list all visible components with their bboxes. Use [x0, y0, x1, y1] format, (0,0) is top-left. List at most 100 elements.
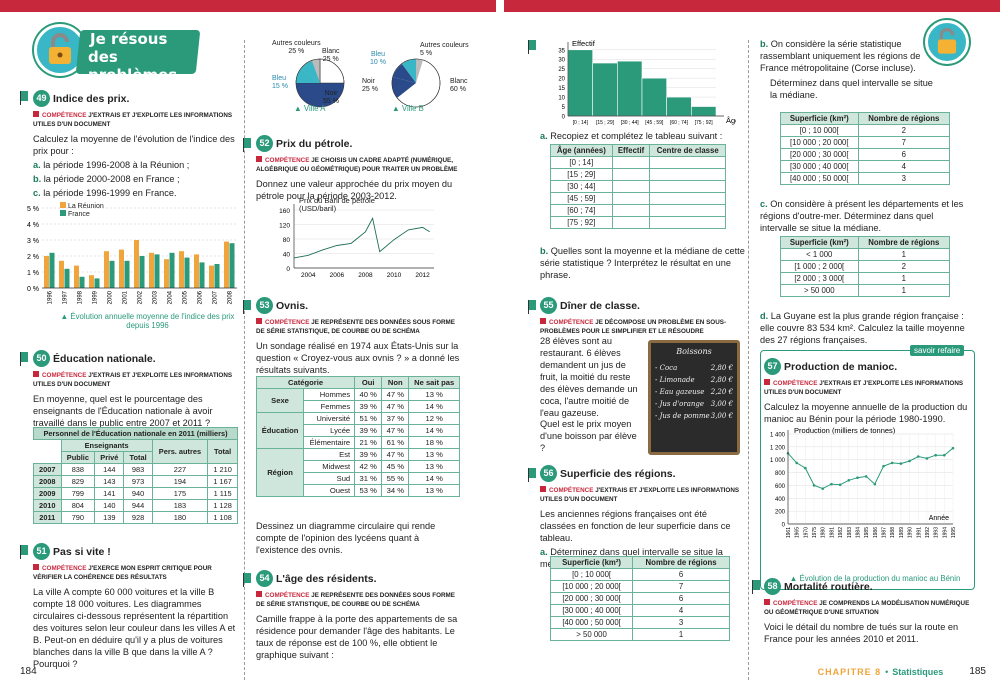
table-cell: [0 ; 10 000[: [549, 568, 634, 581]
x-tick-label: [30 ; 44]: [621, 120, 640, 126]
table-cell: [611, 180, 651, 193]
bar: [49, 252, 55, 288]
banner-line1: Je résous: [90, 30, 168, 48]
table-cell: 13 %: [408, 460, 460, 473]
data-point: [882, 464, 885, 468]
y-tick-label: 25: [558, 67, 565, 73]
y-tick-label: 2 %: [27, 254, 39, 261]
pie-label: Blanc 25 %: [322, 48, 340, 63]
table-row: Région Est 39 % 47 % 13 %: [255, 448, 460, 497]
column-header: Public: [60, 451, 96, 464]
table-cell: 47 %: [381, 388, 410, 401]
group-label: Sexe: [255, 388, 305, 413]
table-cell: 18 %: [408, 436, 460, 449]
y-tick-label: 10: [558, 96, 565, 102]
table-row: [10 000 ; 20 000[7: [780, 136, 951, 149]
table-cell: 47 %: [381, 448, 410, 461]
table-cell: 45 %: [381, 460, 410, 473]
exercise-title: Pas si vite !: [53, 545, 111, 558]
table-cell: 829: [60, 475, 96, 488]
competence-text: J'EXTRAIS ET J'EXPLOITE LES INFORMATIONS…: [33, 112, 233, 128]
table-cell: [0 ; 10 000[: [780, 124, 859, 137]
table-cell: 13 %: [408, 388, 460, 401]
table-cell: 1 210: [207, 463, 238, 476]
table-cell: Élémentaire: [303, 436, 356, 449]
ovni-table: Catégorie Oui Non Ne sait pas Sexe Hommes 40 …: [255, 376, 460, 497]
table-row: 2010 804 140 944 183 1 128: [33, 499, 238, 512]
cpi-bar-chart: 0 % 1 % 2 % 3 % 4 % 5 % 1996 1997 1998 1999 2000 20…: [27, 206, 237, 304]
y-tick-label: 1 200: [770, 445, 786, 451]
oil-price-chart: 0 40 80 120 160 2004 2006 2008 2010 2012: [279, 204, 434, 279]
pie-label: Noir 55 %: [323, 90, 339, 105]
competence-text: J'EXERCE MON ESPRIT CRITIQUE POUR VÉRIFI…: [33, 565, 212, 581]
table-row: Lycée 39 % 47 % 14 %: [257, 424, 460, 437]
table-cell: 983: [123, 463, 153, 476]
exercise-50: 50 Éducation nationale. COMPÉTENCE J'EXTR…: [33, 350, 238, 429]
table-cell: 790: [60, 511, 96, 524]
drink-name: - Jus d'orange: [655, 400, 704, 408]
exercise-number: 55: [540, 297, 557, 314]
competence-text: J'EXTRAIS ET J'EXPLOITE LES INFORMATIONS…: [540, 487, 740, 503]
bar: [214, 264, 220, 288]
table-cell: [2 000 ; 3 000[: [780, 272, 859, 285]
chart-caption: ▲ Évolution annuelle moyenne de l'indice…: [60, 312, 235, 330]
exercise-57: 57 Production de manioc. COMPÉTENCE J'EXT…: [764, 358, 969, 425]
table-cell: Lycée: [303, 424, 356, 437]
group-label: Éducation: [255, 412, 305, 449]
table-cell: 61 %: [381, 436, 410, 449]
exercise-number: 56: [540, 465, 557, 482]
menu-item: - Eau gazeuse 2,20 €: [655, 386, 733, 398]
y-tick-label: 1 %: [27, 270, 39, 277]
x-tick-label: 1986: [873, 527, 879, 538]
table-cell: 175: [151, 487, 209, 500]
x-tick-label: 2008: [228, 290, 234, 304]
x-tick-label: 1992: [925, 527, 931, 538]
item-letter: a.: [540, 131, 548, 141]
column-header: Pers. autres: [151, 439, 209, 464]
table-row: [40 000 ; 50 000[3: [549, 616, 730, 629]
table-cell: [611, 192, 651, 205]
column-header: Superficie (km²): [549, 556, 634, 569]
table-row: [15 ; 29]: [550, 168, 726, 181]
exercise-number: 58: [764, 578, 781, 595]
table-cell: Femmes: [303, 400, 356, 413]
exercise-title: Mortalité routière.: [784, 580, 873, 593]
lock-icon-right: [925, 20, 969, 64]
column-header: Oui: [354, 376, 383, 389]
table-cell: 1: [857, 248, 951, 261]
table-cell: 13 %: [408, 484, 460, 497]
competence-label: COMPÉTENCE: [265, 157, 310, 164]
table-cell: [10 000 ; 20 000[: [549, 580, 634, 593]
table-cell: [611, 156, 651, 169]
table-row: 2008 829 143 973 194 1 167: [33, 475, 238, 488]
table-cell: 2007: [33, 463, 62, 476]
y-tick-label: 0 %: [27, 286, 39, 293]
competence-label: COMPÉTENCE: [773, 600, 818, 607]
group-label: Région: [255, 448, 305, 497]
x-tick-label: [15 ; 29]: [596, 120, 615, 126]
bar: [59, 260, 64, 288]
education-table: Personnel de l'Éducation nationale en 20…: [33, 427, 238, 524]
table-row: < 1 000 1: [780, 248, 951, 261]
table-row: [30 000 ; 40 000[4: [549, 604, 730, 617]
data-point: [934, 453, 937, 457]
table-cell: 1 115: [207, 487, 238, 500]
y-tick-label: 30: [558, 58, 565, 64]
table-row: 2007 838 144 983 227 1 210: [33, 463, 238, 476]
outremer-table: Superficie (km²) Nombre de régions < 1 00…: [780, 236, 951, 297]
y-tick-label: 1 000: [770, 458, 786, 464]
top-bar-right: [504, 0, 1000, 12]
data-point: [804, 466, 807, 470]
table-cell: 141: [94, 487, 125, 500]
bar: [209, 265, 214, 288]
table-cell: Est: [303, 448, 356, 461]
x-tick-label: 1985: [864, 527, 870, 538]
flag-icon: [20, 91, 28, 105]
competence-label: COMPÉTENCE: [549, 319, 594, 326]
competence-label: COMPÉTENCE: [773, 380, 818, 387]
data-point: [925, 457, 929, 460]
y-tick-label: 20: [558, 77, 565, 83]
item-letter: c.: [33, 188, 41, 198]
flag-icon: [528, 468, 536, 482]
x-tick-label: [45 ; 59]: [645, 120, 664, 126]
